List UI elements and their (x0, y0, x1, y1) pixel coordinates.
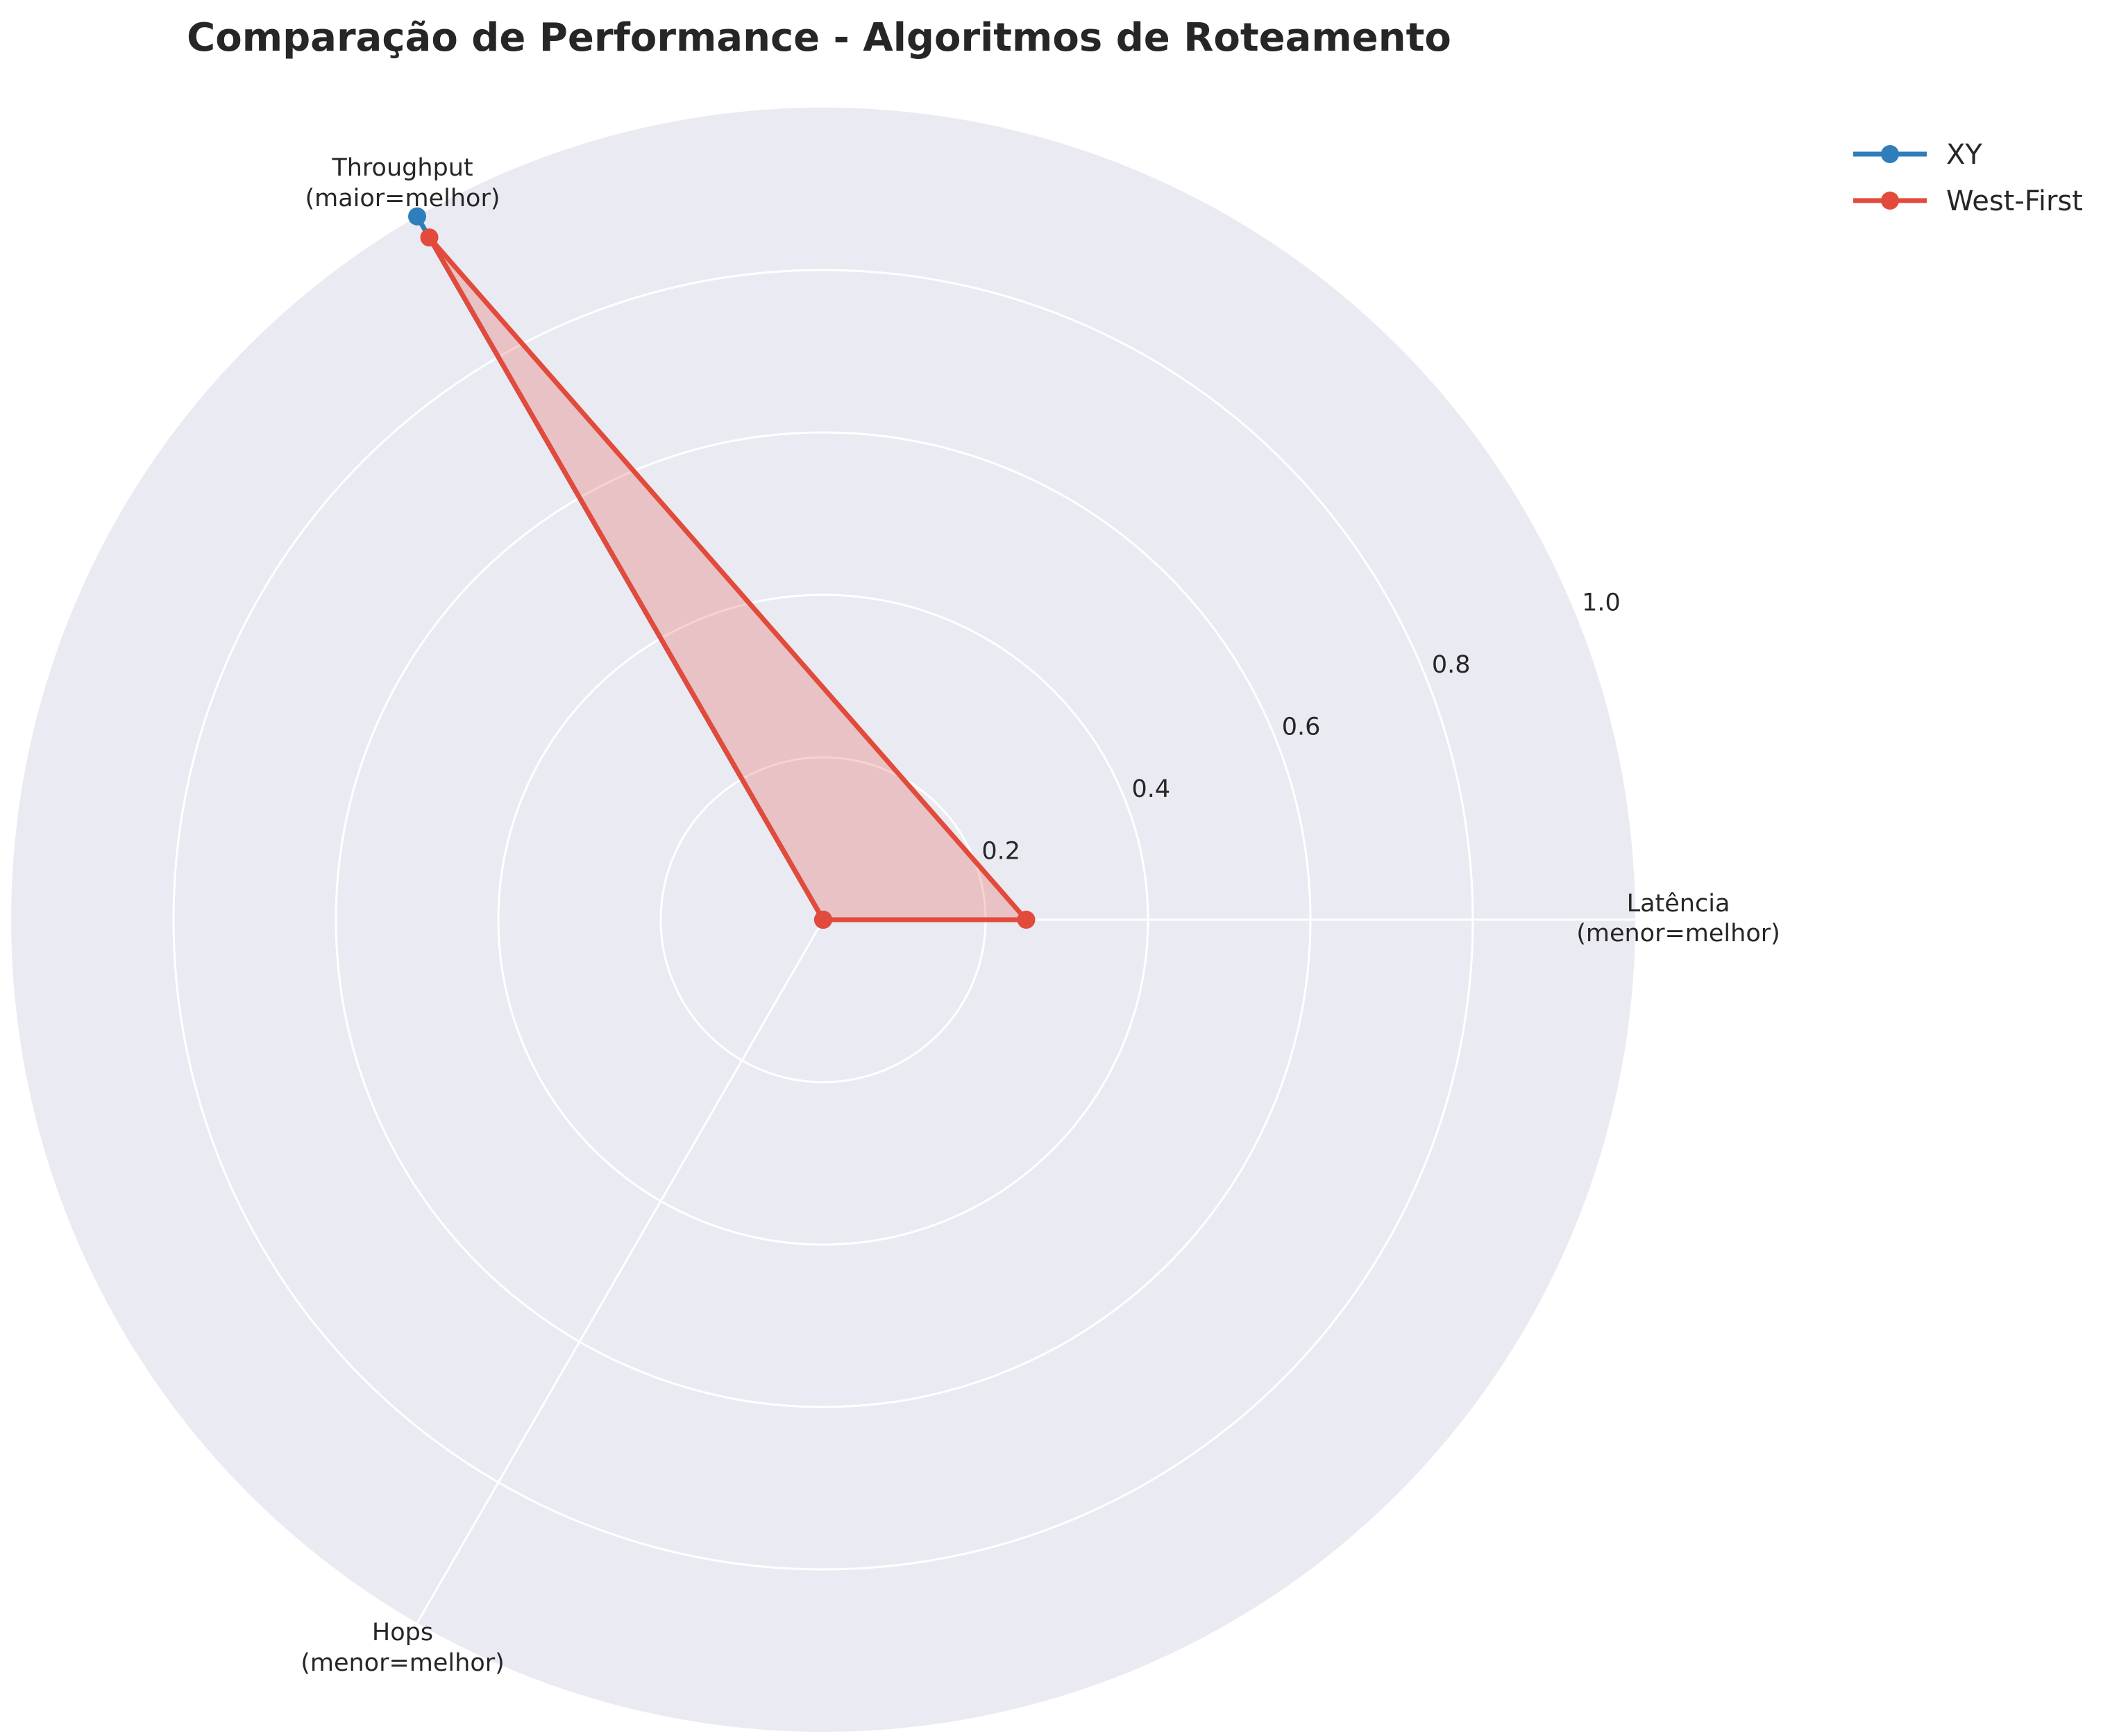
r-tick-label-2: 0.6 (1282, 713, 1321, 741)
category-label-latencia: Latência (1627, 890, 1730, 918)
series-0-point-1 (408, 207, 426, 226)
spoke-2 (416, 919, 825, 1624)
legend: XY West-First (1853, 139, 2083, 217)
legend-label-0: XY (1946, 139, 1982, 171)
category-label-2: Hops (menor=melhor) (301, 1619, 505, 1677)
series-1-point-1 (420, 228, 439, 247)
category-label-hops: Hops (372, 1619, 433, 1646)
r-tick-label-4: 1.0 (1582, 589, 1621, 616)
r-tick-label-3: 0.8 (1432, 651, 1471, 679)
category-label-throughput: Throughput (331, 154, 473, 182)
r-tick-label-1: 0.4 (1132, 775, 1171, 803)
series-layer (408, 207, 1036, 929)
category-label-1: Throughput (maior=melhor) (305, 154, 500, 212)
category-label-throughput-sub: (maior=melhor) (305, 185, 500, 212)
chart-title: Comparação de Performance - Algoritmos d… (187, 15, 1451, 60)
category-label-hops-sub: (menor=melhor) (301, 1649, 505, 1677)
legend-marker-1 (1881, 192, 1899, 210)
category-label-latencia-sub: (menor=melhor) (1576, 920, 1780, 947)
radial-tick-labels: 0.2 0.4 0.6 0.8 1.0 (981, 589, 1620, 865)
r-tick-label-0: 0.2 (981, 837, 1020, 865)
series-1-point-2 (814, 911, 832, 929)
legend-label-1: West-First (1946, 185, 2083, 217)
series-line-1 (427, 235, 1032, 922)
category-label-0: Latência (menor=melhor) (1576, 890, 1780, 947)
series-1-point-0 (1017, 911, 1036, 929)
legend-marker-0 (1881, 145, 1899, 163)
